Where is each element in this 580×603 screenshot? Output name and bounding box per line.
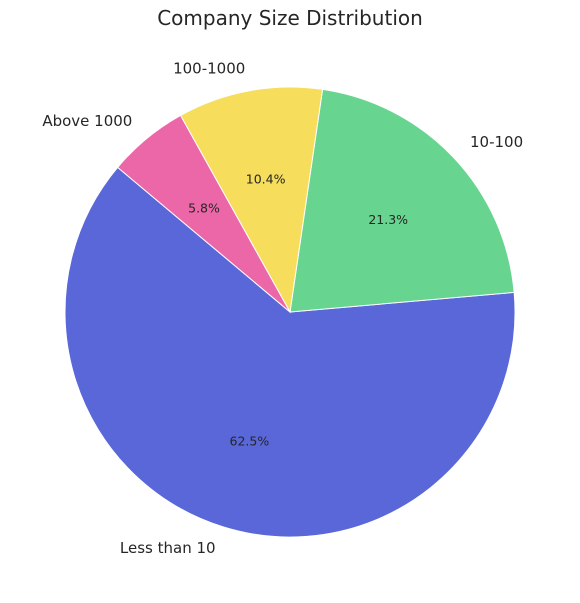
chart-title: Company Size Distribution <box>157 6 423 30</box>
slice-category-label: Less than 10 <box>120 539 216 557</box>
pie-slice <box>179 86 324 314</box>
slice-percent-label: 10.4% <box>246 172 286 187</box>
slice-percent-label: 21.3% <box>368 212 408 227</box>
slice-category-label: 100-1000 <box>173 60 245 78</box>
pie-slice <box>116 114 291 313</box>
pie-slices <box>64 86 516 538</box>
pie-labels: 62.5% Less than 10 21.3% 10-100 10.4% 100-100… <box>42 60 523 557</box>
pie-slice <box>289 88 515 313</box>
slice-category-label: Above 1000 <box>42 112 132 130</box>
slice-category-label: 10-100 <box>470 133 523 151</box>
slice-percent-label: 62.5% <box>230 433 270 448</box>
pie-slice <box>64 166 516 538</box>
slice-percent-label: 5.8% <box>188 200 220 215</box>
